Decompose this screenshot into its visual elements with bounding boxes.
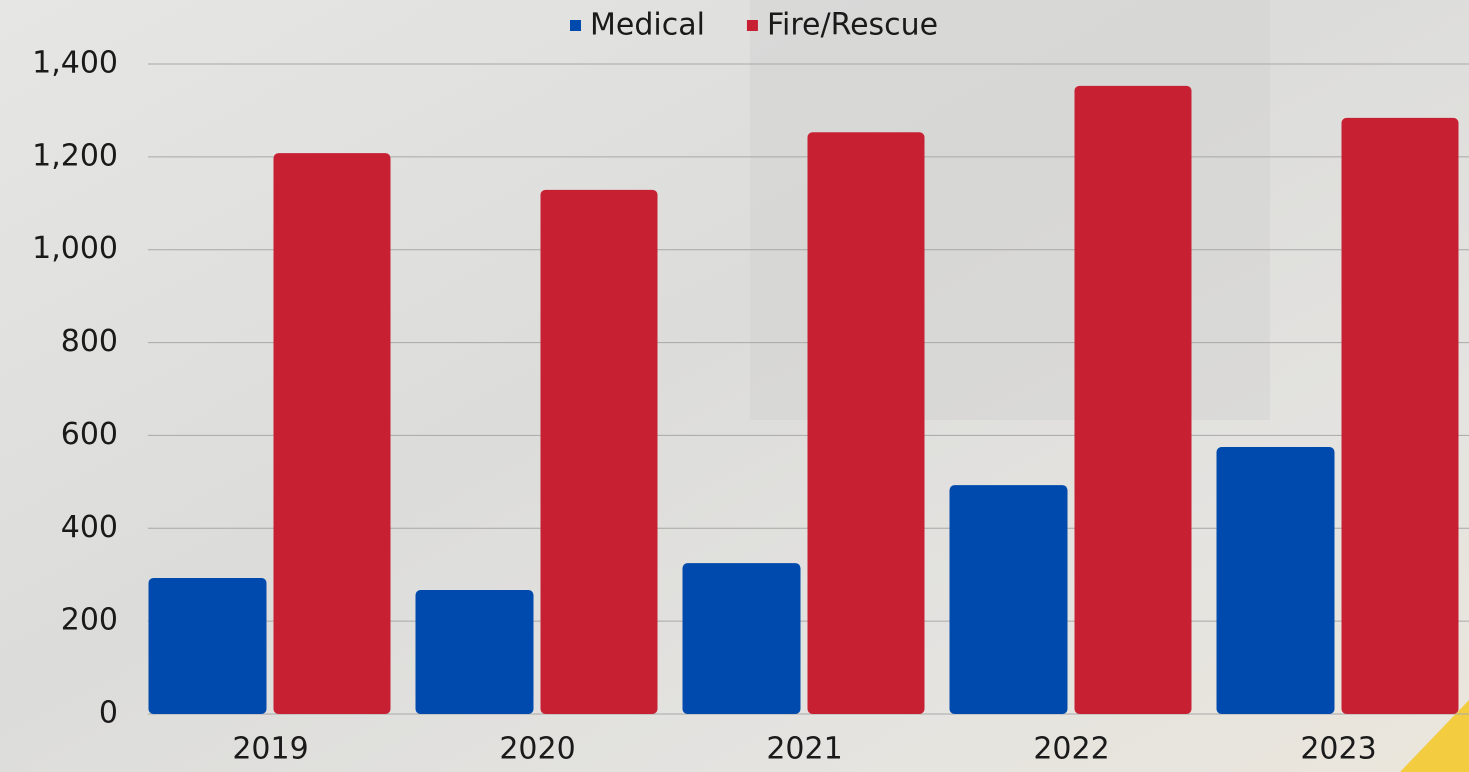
bar bbox=[1216, 447, 1335, 714]
x-tick-label: 2023 bbox=[1300, 732, 1376, 767]
bar bbox=[415, 590, 534, 714]
bar bbox=[540, 189, 658, 715]
y-tick-label: 800 bbox=[61, 324, 118, 359]
legend-label: Fire/Rescue bbox=[767, 8, 938, 43]
bar bbox=[682, 563, 801, 714]
bar bbox=[1341, 117, 1459, 715]
y-tick-label: 400 bbox=[61, 510, 118, 545]
y-tick-label: 600 bbox=[61, 417, 118, 452]
x-tick-label: 2020 bbox=[499, 732, 575, 767]
y-tick-label: 200 bbox=[61, 603, 118, 638]
x-tick-label: 2022 bbox=[1033, 732, 1109, 767]
y-tick-label: 0 bbox=[99, 696, 118, 731]
x-tick-label: 2019 bbox=[232, 732, 308, 767]
bar bbox=[949, 485, 1068, 714]
bar bbox=[273, 153, 391, 715]
bar bbox=[807, 132, 925, 714]
legend-swatch bbox=[570, 20, 581, 31]
x-tick-label: 2021 bbox=[766, 732, 842, 767]
legend-label: Medical bbox=[590, 8, 705, 43]
background-accent bbox=[1400, 700, 1469, 772]
y-tick-label: 1,000 bbox=[32, 231, 118, 266]
y-tick-label: 1,400 bbox=[32, 46, 118, 81]
bar bbox=[148, 577, 267, 714]
legend-swatch bbox=[746, 20, 758, 31]
bar bbox=[1074, 85, 1192, 715]
y-tick-label: 1,200 bbox=[32, 138, 118, 173]
